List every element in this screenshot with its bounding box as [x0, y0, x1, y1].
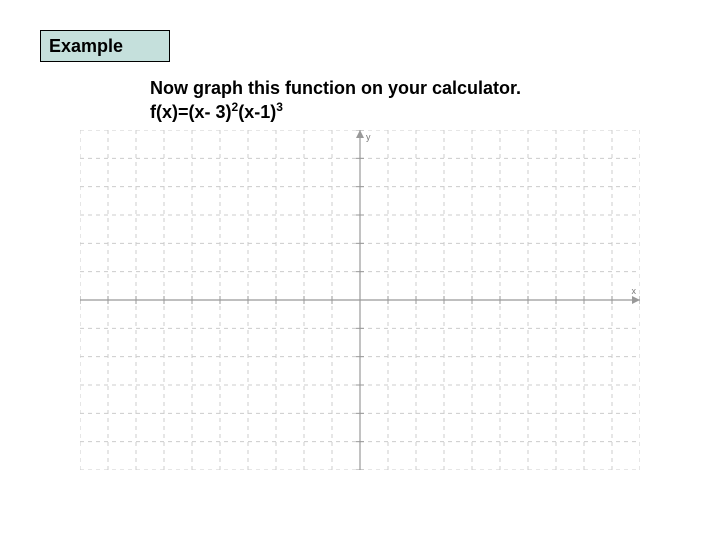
example-label: Example [49, 36, 123, 57]
example-box: Example [40, 30, 170, 62]
svg-text:x: x [632, 286, 637, 296]
svg-text:y: y [366, 132, 371, 142]
formula-exp2: 3 [276, 100, 283, 114]
formula-mid: (x-1) [238, 102, 276, 122]
formula-prefix: f(x)=(x- 3) [150, 102, 232, 122]
grid-svg: yx [80, 130, 640, 470]
coordinate-grid: yx [80, 130, 640, 470]
formula-text: f(x)=(x- 3)2(x-1)3 [150, 100, 283, 123]
instruction-text: Now graph this function on your calculat… [150, 78, 521, 99]
